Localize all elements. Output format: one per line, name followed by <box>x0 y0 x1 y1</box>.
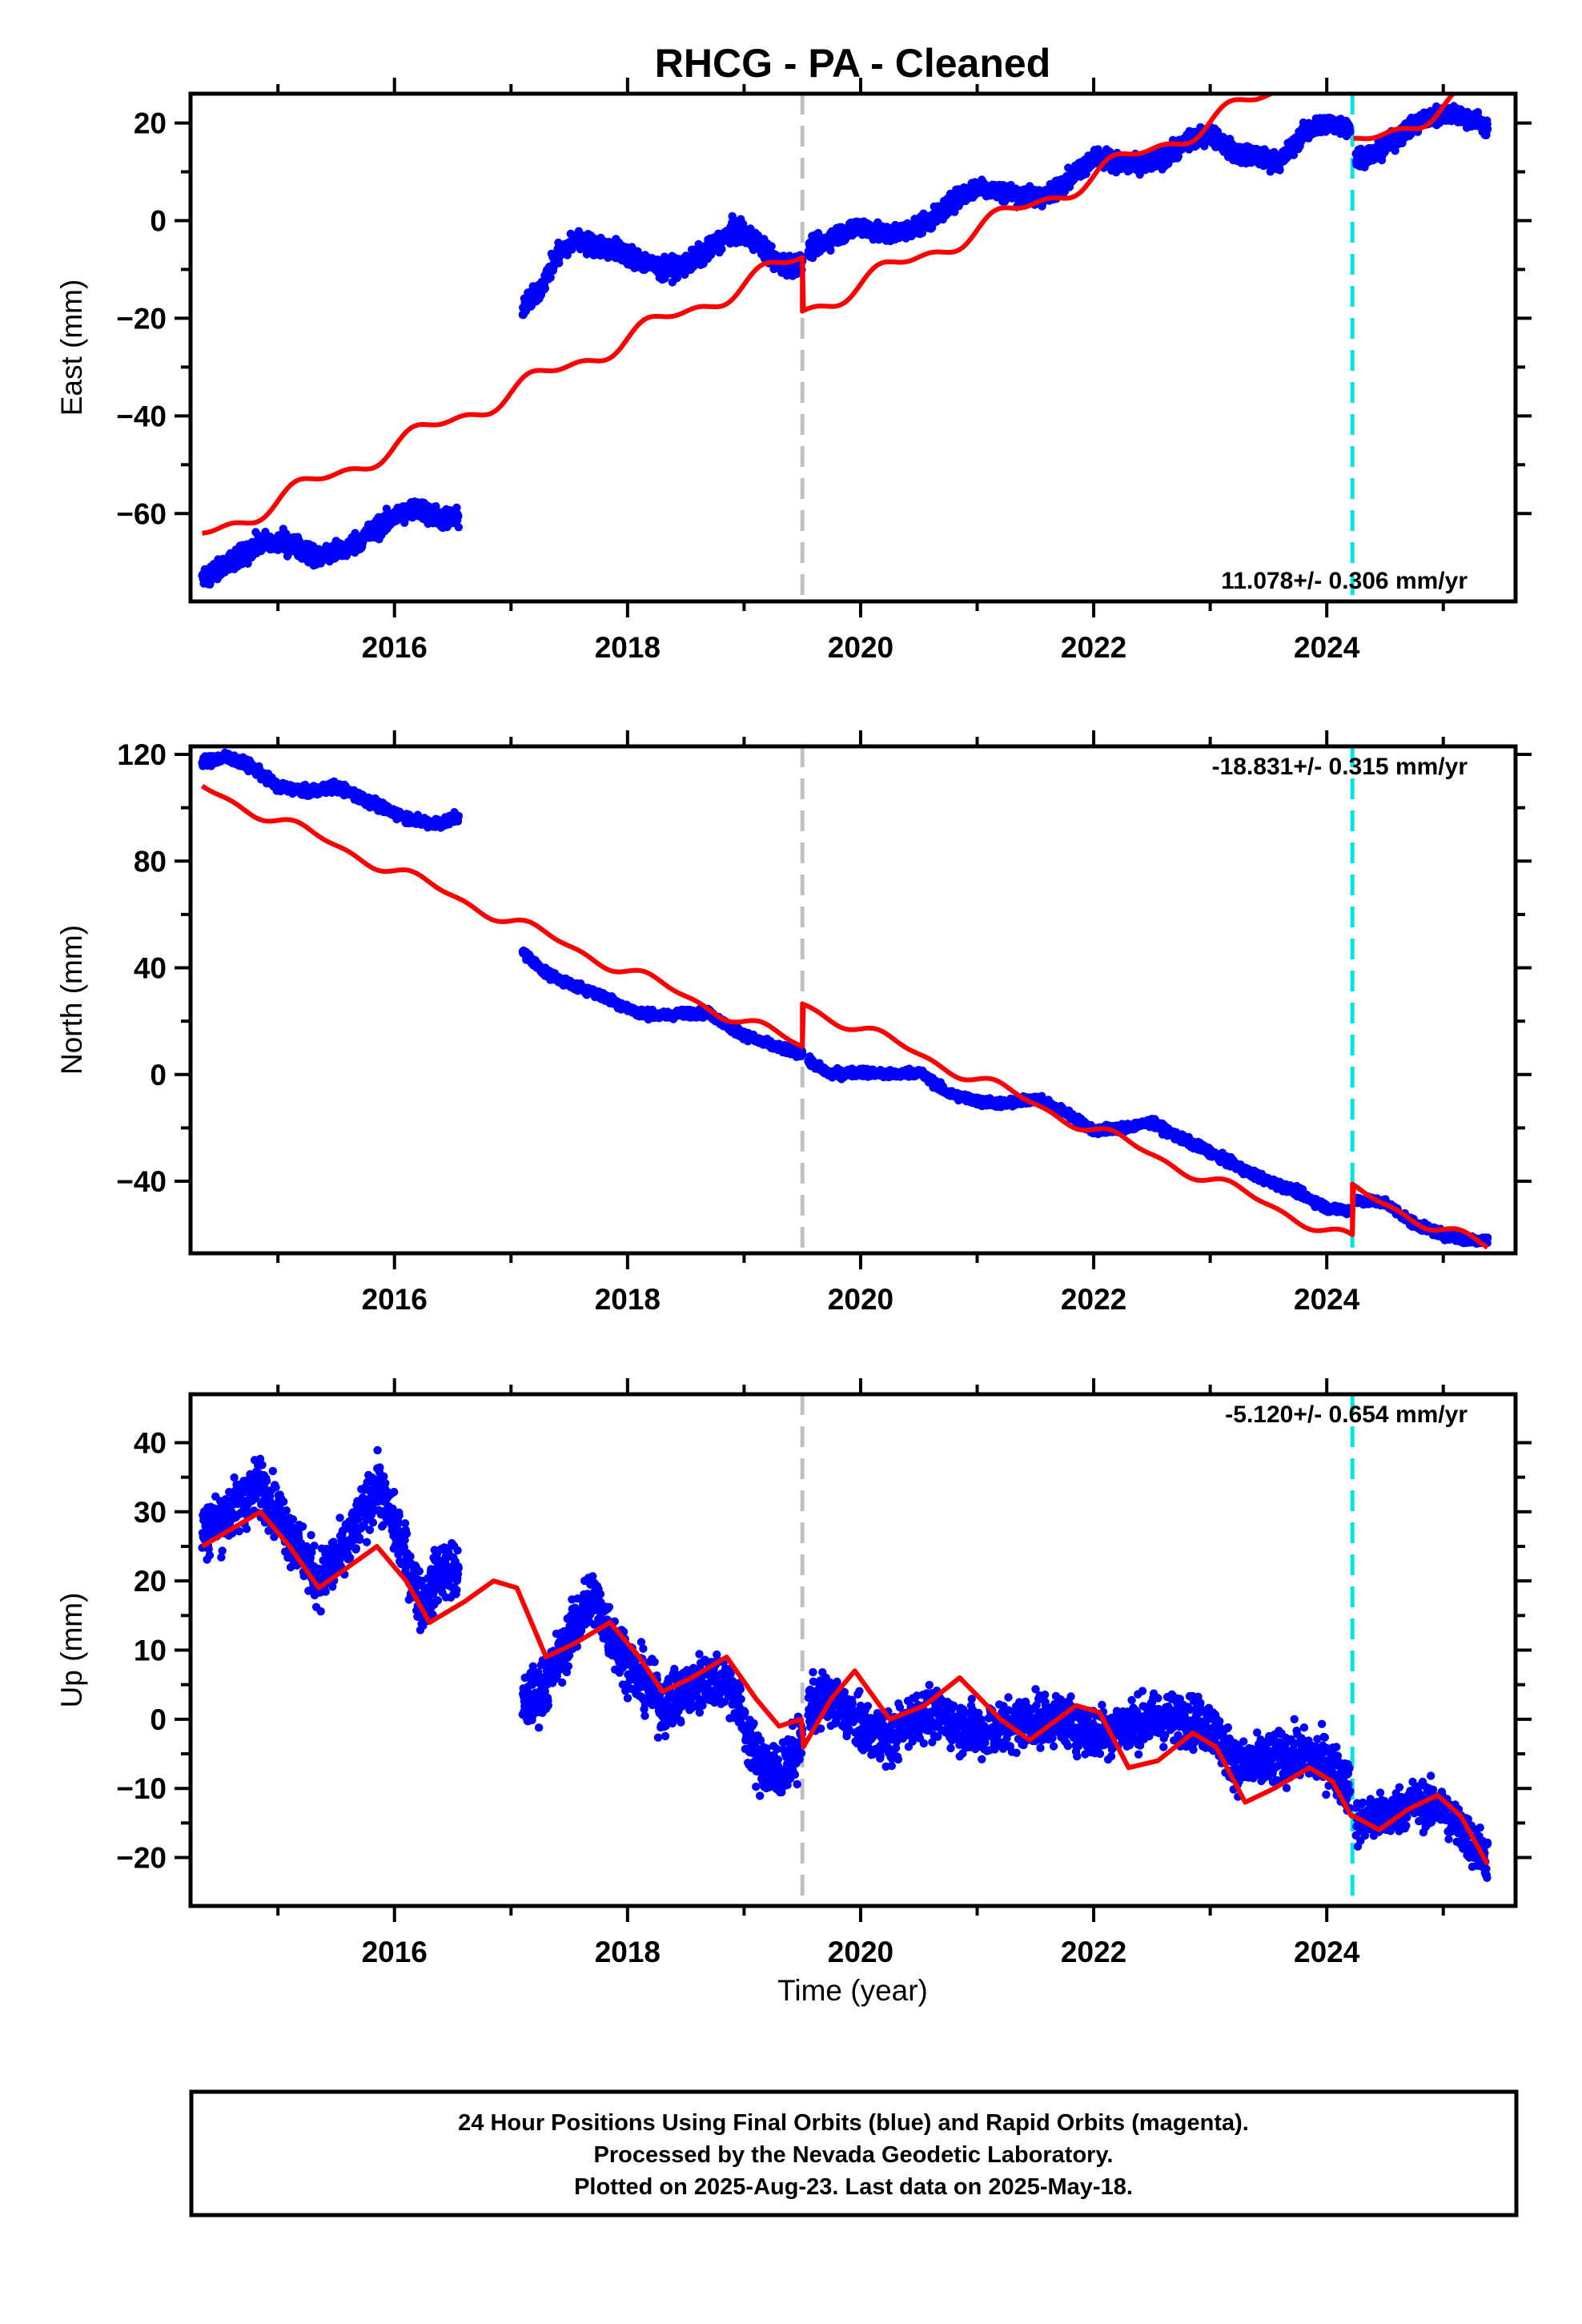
data-point <box>454 811 463 820</box>
y-tick-label: −40 <box>116 400 167 432</box>
data-point <box>454 512 463 521</box>
y-tick-label: −20 <box>116 302 167 335</box>
data-point <box>555 259 564 267</box>
east-panel: 2016 2018 2020 2022 2024 20 0 −20 −40 −60 East (m… <box>55 78 1532 664</box>
y-tick-label: 20 <box>134 107 167 140</box>
data-point <box>540 283 549 293</box>
data-point <box>717 244 726 254</box>
north-data-points <box>198 748 1492 1248</box>
chart-title: RHCG - PA - Cleaned <box>655 41 1050 86</box>
east-y-axis-label: East (mm) <box>55 279 88 416</box>
x-tick-label: 2016 <box>362 631 428 664</box>
y-tick-label: 0 <box>150 205 167 238</box>
data-point <box>243 559 252 568</box>
x-tick-label: 2024 <box>1294 631 1360 664</box>
data-point <box>1483 125 1492 134</box>
data-point <box>1275 166 1284 175</box>
x-tick-label: 2020 <box>828 631 893 664</box>
data-point <box>826 246 835 255</box>
data-point <box>454 523 463 532</box>
x-tick-label: 2018 <box>595 631 661 664</box>
data-point <box>1346 127 1355 136</box>
east-data-points <box>198 102 1492 589</box>
east-rate-label: 11.078+/- 0.306 mm/yr <box>1221 568 1468 594</box>
y-tick-label: −60 <box>116 497 167 530</box>
x-tick-label: 2022 <box>1061 631 1126 664</box>
